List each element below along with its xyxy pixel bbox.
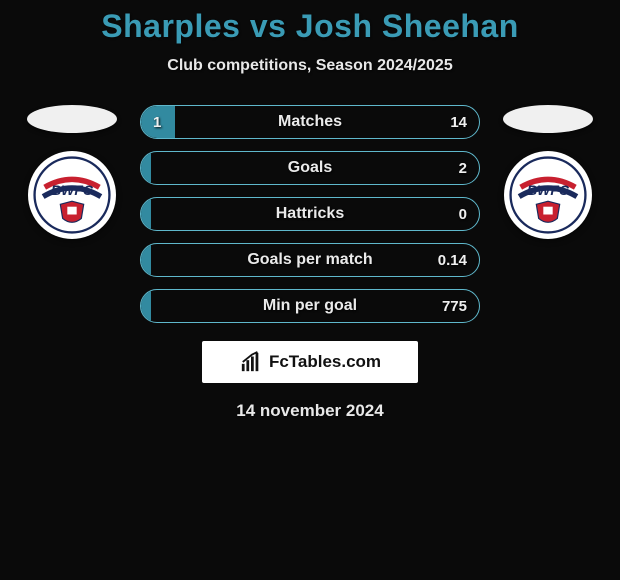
stat-right-value: 775: [442, 290, 467, 322]
player-right-flag: [503, 105, 593, 133]
stat-label: Goals: [141, 152, 479, 184]
stat-label: Hattricks: [141, 198, 479, 230]
player-right-club-badge: BWFC: [504, 151, 592, 239]
player-left-club-badge: BWFC: [28, 151, 116, 239]
svg-text:BWFC: BWFC: [51, 182, 94, 198]
stat-right-value: 2: [459, 152, 467, 184]
stat-right-value: 0.14: [438, 244, 467, 276]
player-left-flag: [27, 105, 117, 133]
stat-bar: Goals per match0.14: [140, 243, 480, 277]
stats-column: 1Matches14 Goals2 Hattricks0 Goals per matc…: [140, 105, 480, 323]
subtitle: Club competitions, Season 2024/2025: [0, 57, 620, 75]
svg-text:BWFC: BWFC: [527, 182, 570, 198]
stat-bar: Goals2: [140, 151, 480, 185]
stat-bar: Min per goal775: [140, 289, 480, 323]
content-row: BWFC 1Matches14 Goals2 Hattricks0 Goals per…: [0, 105, 620, 323]
brand-text: FcTables.com: [269, 352, 381, 372]
player-left-column: BWFC: [22, 105, 122, 239]
stat-right-value: 0: [459, 198, 467, 230]
date: 14 november 2024: [0, 401, 620, 421]
stat-label: Goals per match: [141, 244, 479, 276]
player-right-column: BWFC: [498, 105, 598, 239]
brand-badge: FcTables.com: [202, 341, 418, 383]
chart-icon: [239, 351, 263, 373]
stat-right-value: 14: [450, 106, 467, 138]
stat-bar: Hattricks0: [140, 197, 480, 231]
stat-label: Matches: [141, 106, 479, 138]
club-badge-icon: BWFC: [33, 156, 111, 234]
stat-label: Min per goal: [141, 290, 479, 322]
club-badge-icon: BWFC: [509, 156, 587, 234]
comparison-card: Sharples vs Josh Sheehan Club competitio…: [0, 0, 620, 421]
stat-bar: 1Matches14: [140, 105, 480, 139]
page-title: Sharples vs Josh Sheehan: [0, 8, 620, 45]
